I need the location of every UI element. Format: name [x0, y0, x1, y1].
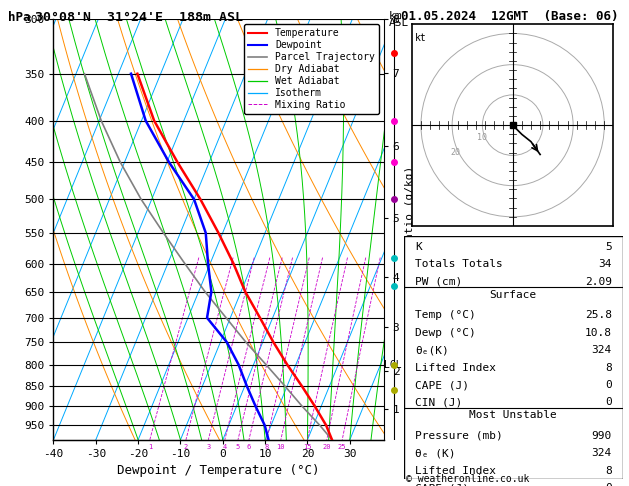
Text: 324: 324	[591, 345, 612, 355]
Text: 8: 8	[605, 466, 612, 476]
Text: 4: 4	[223, 444, 227, 450]
Text: 6: 6	[247, 444, 251, 450]
Text: Temp (°C): Temp (°C)	[415, 310, 476, 320]
Text: 0: 0	[605, 380, 612, 390]
Text: Dewp (°C): Dewp (°C)	[415, 328, 476, 337]
Text: 20: 20	[450, 148, 460, 157]
Text: 8: 8	[605, 363, 612, 372]
Text: ASL: ASL	[389, 18, 409, 29]
Text: 0: 0	[605, 483, 612, 486]
Text: Surface: Surface	[489, 290, 537, 300]
Text: PW (cm): PW (cm)	[415, 277, 462, 287]
Text: 25: 25	[338, 444, 347, 450]
Text: 34: 34	[598, 260, 612, 269]
Text: 20: 20	[323, 444, 331, 450]
Text: 10: 10	[277, 444, 285, 450]
Text: θₑ(K): θₑ(K)	[415, 345, 448, 355]
Text: Lifted Index: Lifted Index	[415, 363, 496, 372]
Text: θₑ (K): θₑ (K)	[415, 448, 455, 458]
Text: 8: 8	[265, 444, 269, 450]
Text: Totals Totals: Totals Totals	[415, 260, 503, 269]
Text: 2: 2	[184, 444, 188, 450]
Text: 5: 5	[605, 242, 612, 252]
Text: 324: 324	[591, 448, 612, 458]
Text: 0: 0	[605, 398, 612, 407]
Text: Lifted Index: Lifted Index	[415, 466, 496, 476]
Text: LCL: LCL	[384, 360, 402, 370]
Text: Most Unstable: Most Unstable	[469, 410, 557, 420]
Text: 15: 15	[303, 444, 311, 450]
Text: km: km	[389, 11, 402, 21]
Text: 01.05.2024  12GMT  (Base: 06): 01.05.2024 12GMT (Base: 06)	[401, 10, 619, 23]
FancyBboxPatch shape	[404, 236, 623, 479]
Text: 10.8: 10.8	[585, 328, 612, 337]
Text: CAPE (J): CAPE (J)	[415, 483, 469, 486]
Text: Pressure (mb): Pressure (mb)	[415, 431, 503, 441]
Text: K: K	[415, 242, 421, 252]
Text: CIN (J): CIN (J)	[415, 398, 462, 407]
Text: hPa: hPa	[8, 11, 30, 24]
X-axis label: Dewpoint / Temperature (°C): Dewpoint / Temperature (°C)	[118, 465, 320, 477]
Text: 5: 5	[236, 444, 240, 450]
Text: 10: 10	[477, 133, 487, 142]
Text: 25.8: 25.8	[585, 310, 612, 320]
Legend: Temperature, Dewpoint, Parcel Trajectory, Dry Adiabat, Wet Adiabat, Isotherm, Mi: Temperature, Dewpoint, Parcel Trajectory…	[244, 24, 379, 114]
Text: CAPE (J): CAPE (J)	[415, 380, 469, 390]
Text: 990: 990	[591, 431, 612, 441]
Text: 30°08'N  31°24'E  188m ASL: 30°08'N 31°24'E 188m ASL	[35, 11, 243, 24]
Text: kt: kt	[415, 33, 426, 43]
Text: 3: 3	[206, 444, 211, 450]
Y-axis label: Mixing Ratio (g/kg): Mixing Ratio (g/kg)	[405, 166, 415, 294]
Text: 1: 1	[148, 444, 152, 450]
Text: © weatheronline.co.uk: © weatheronline.co.uk	[406, 473, 529, 484]
Text: 2.09: 2.09	[585, 277, 612, 287]
